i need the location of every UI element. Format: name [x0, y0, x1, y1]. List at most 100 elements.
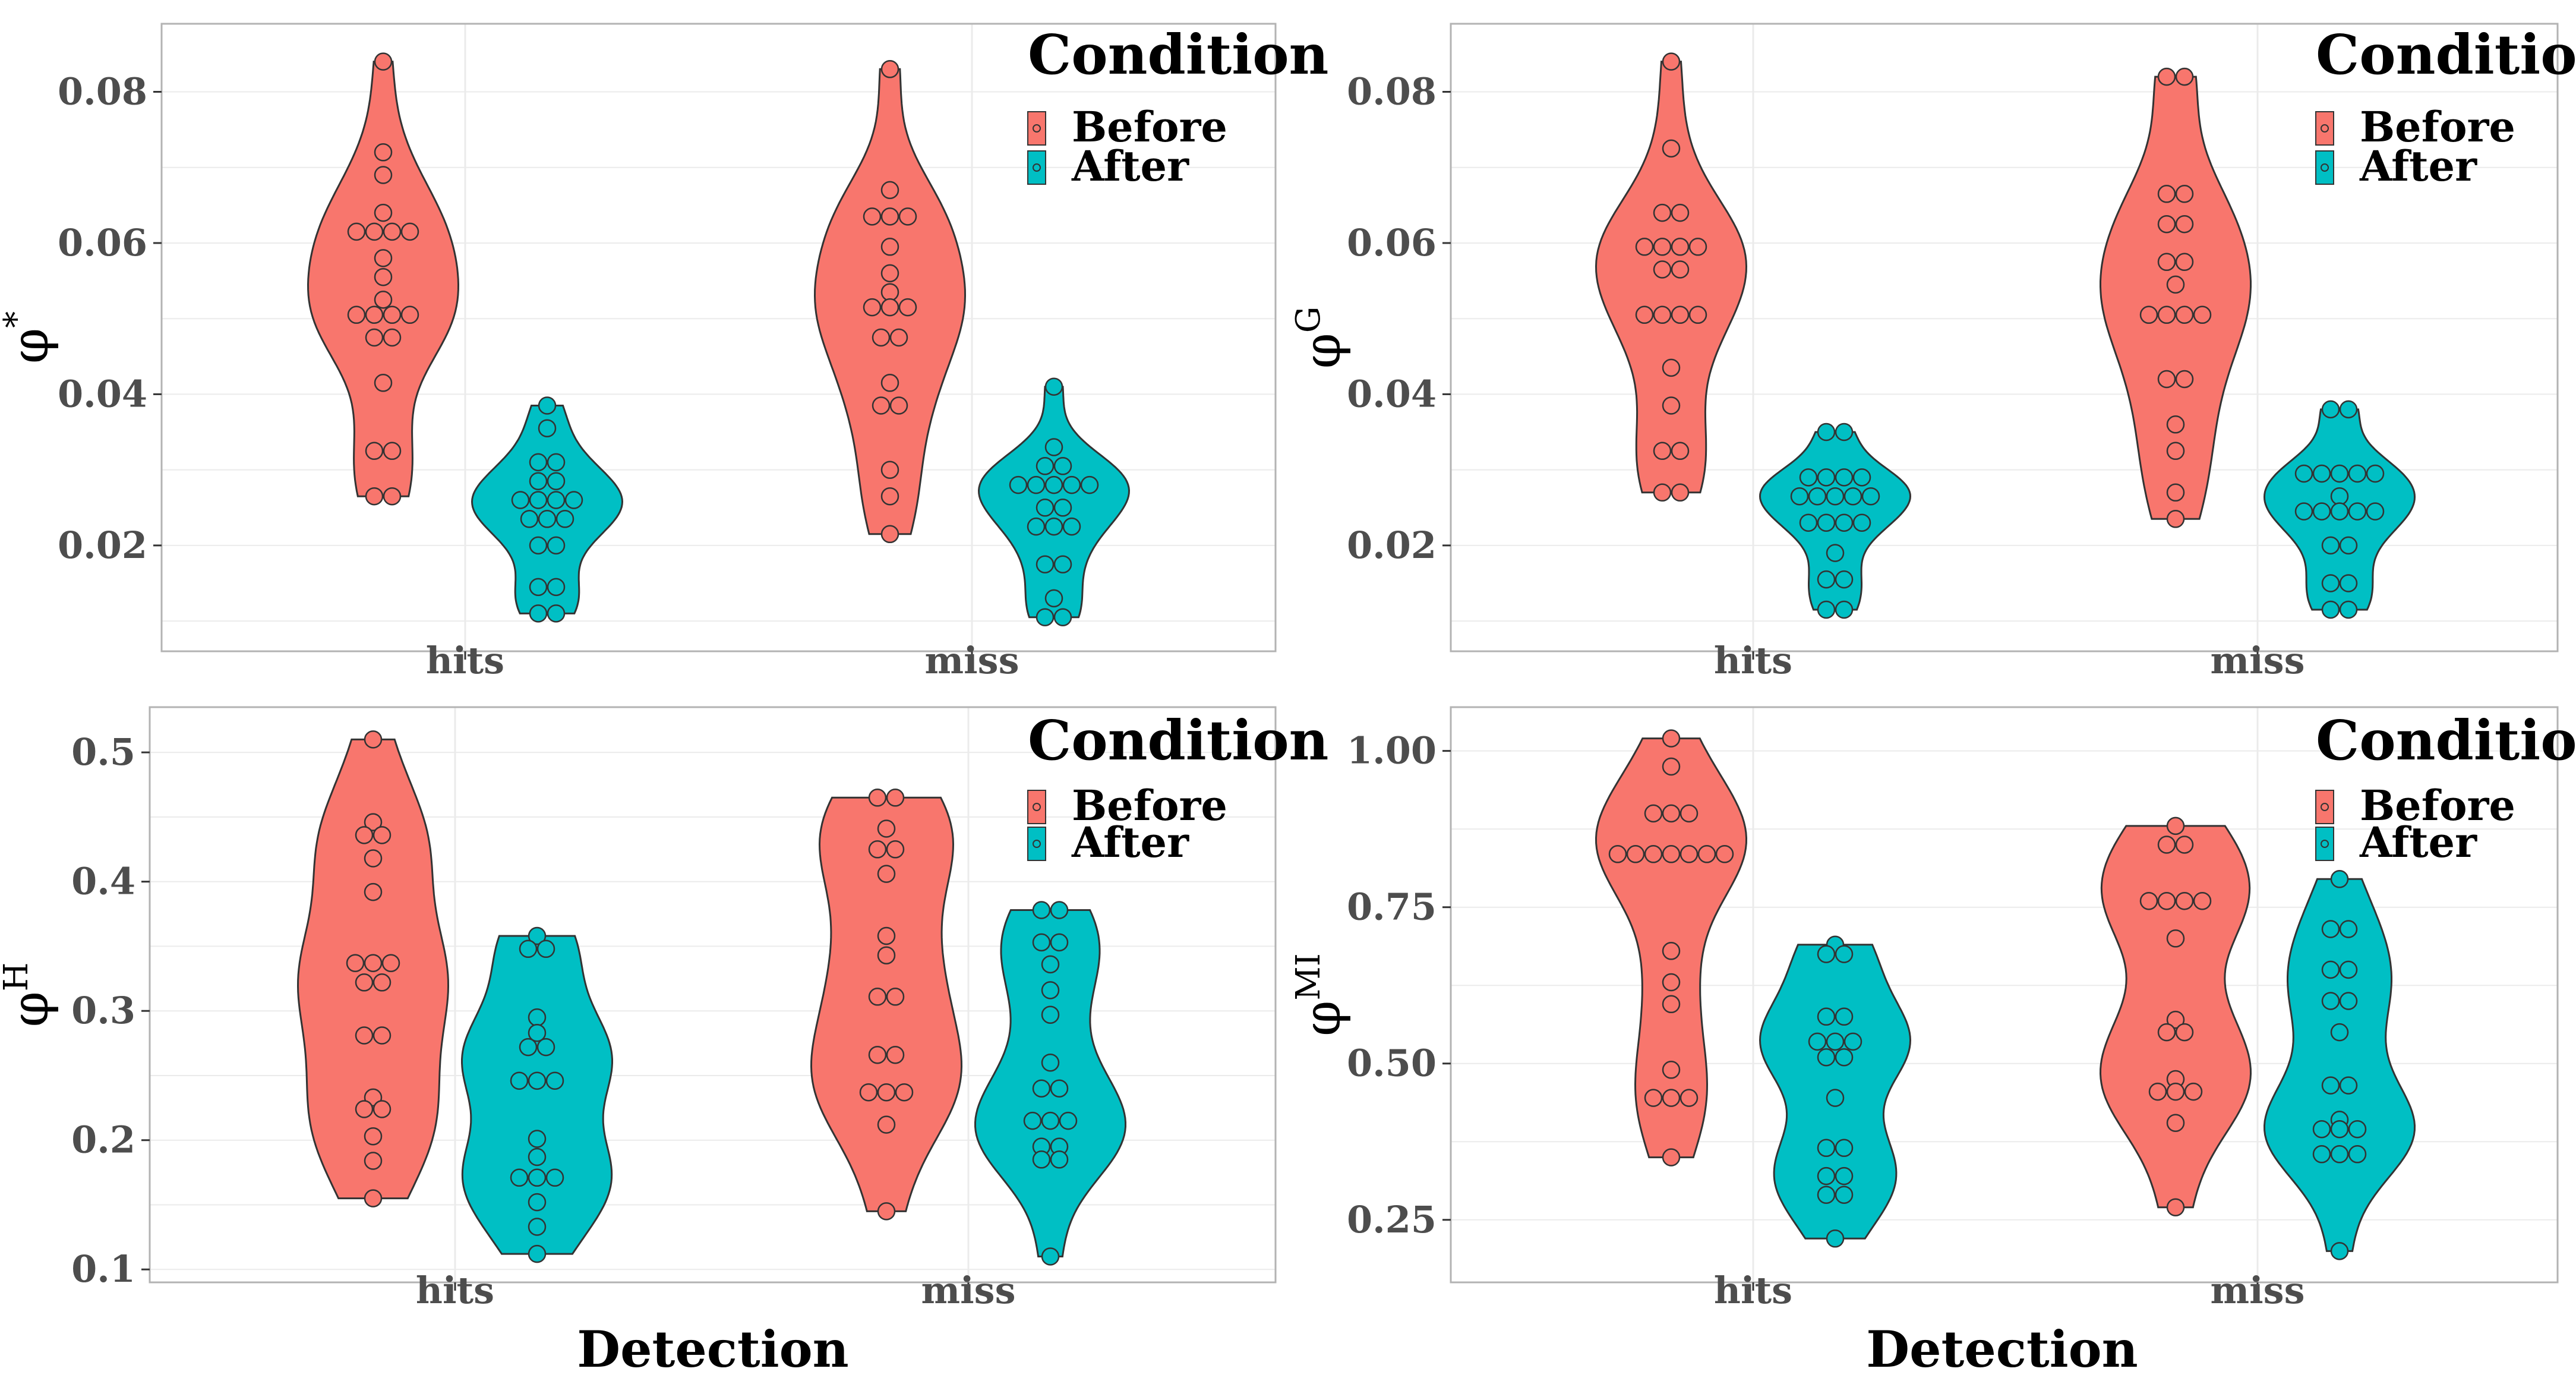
- data-point: [1653, 305, 1672, 324]
- y-tick-label: 0.1: [71, 1247, 135, 1291]
- data-point: [1826, 544, 1845, 562]
- legend-title: Condition: [1028, 23, 1328, 87]
- data-point: [886, 1045, 905, 1064]
- data-point: [880, 181, 899, 200]
- violin-before-hits: [1595, 61, 1748, 494]
- legend-title: Condition: [2316, 708, 2576, 773]
- data-point: [1826, 1032, 1845, 1051]
- data-point: [1688, 238, 1707, 256]
- x-tick-label-hits: hits: [1714, 1269, 1792, 1312]
- legend-swatch-dot: [2321, 803, 2329, 811]
- data-point: [1653, 442, 1672, 461]
- data-point: [2175, 370, 2194, 389]
- data-point: [1662, 1148, 1681, 1166]
- data-point: [547, 472, 566, 490]
- data-point: [1835, 600, 1854, 619]
- data-point: [1635, 238, 1654, 256]
- data-point: [880, 207, 899, 226]
- data-point: [519, 1038, 538, 1057]
- data-point: [1653, 238, 1672, 256]
- data-point: [1817, 513, 1836, 532]
- panel-4: 0.25 0.50 0.75 1.00 hits miss φMI Detection Cond…: [1289, 706, 2576, 1379]
- y-tick-label: 0.75: [1347, 885, 1437, 929]
- data-point: [889, 396, 908, 415]
- data-point: [1662, 845, 1681, 863]
- data-point: [1688, 305, 1707, 324]
- data-point: [1036, 457, 1055, 475]
- x-tick-label-hits: hits: [416, 1269, 494, 1312]
- data-point: [1032, 901, 1051, 919]
- data-point: [364, 813, 383, 831]
- data-point: [1671, 238, 1690, 256]
- data-point: [1644, 1089, 1663, 1107]
- violin-after-miss: [974, 909, 1126, 1257]
- x-tick-label-miss: miss: [921, 1269, 1016, 1312]
- data-point: [364, 1189, 383, 1207]
- panel-border: [1450, 706, 2559, 1284]
- y-tick-label: 1.00: [1347, 729, 1437, 773]
- violin-before-miss: [2100, 75, 2252, 520]
- data-point: [2321, 400, 2340, 419]
- data-point: [383, 442, 402, 461]
- data-point: [2348, 464, 2367, 483]
- data-point: [1032, 1150, 1051, 1169]
- data-point: [2348, 1120, 2367, 1139]
- data-point: [1680, 1089, 1699, 1107]
- y-tick-label: 0.08: [58, 70, 147, 113]
- data-point: [1036, 555, 1055, 573]
- data-point: [2321, 1076, 2340, 1095]
- violin-after-hits: [471, 405, 624, 614]
- data-point: [355, 1100, 374, 1118]
- data-point: [1817, 1166, 1836, 1185]
- data-point: [547, 453, 566, 472]
- data-point: [877, 1202, 896, 1221]
- data-point: [2339, 1076, 2358, 1095]
- panel-border: [1450, 23, 2559, 652]
- data-point: [1817, 468, 1836, 487]
- legend-label-after: After: [1071, 818, 1189, 867]
- data-point: [880, 525, 899, 544]
- data-point: [538, 510, 557, 528]
- data-point: [2175, 1023, 2194, 1042]
- data-point: [365, 305, 384, 324]
- data-point: [1697, 845, 1716, 863]
- legend-swatch-dot: [1033, 803, 1041, 811]
- data-point: [2139, 891, 2158, 910]
- y-tick-label: 0.3: [71, 989, 135, 1032]
- data-point: [1817, 1048, 1836, 1067]
- data-point: [880, 298, 899, 317]
- data-point: [1626, 845, 1645, 863]
- data-point: [2312, 1120, 2331, 1139]
- data-point: [528, 926, 547, 945]
- violin-before-miss: [810, 796, 963, 1212]
- legend-label-before: Before: [2360, 102, 2515, 152]
- data-point: [1062, 517, 1081, 536]
- y-axis-label: φ*: [0, 311, 60, 364]
- data-point: [1835, 945, 1854, 963]
- data-point: [2157, 215, 2176, 234]
- legend-swatch-dot: [2321, 840, 2329, 848]
- data-point: [2339, 992, 2358, 1010]
- data-point: [1053, 457, 1072, 475]
- data-point: [1843, 487, 1862, 506]
- data-point: [2139, 305, 2158, 324]
- data-point: [528, 1244, 547, 1263]
- data-point: [2193, 891, 2212, 910]
- data-point: [1044, 377, 1063, 396]
- data-point: [868, 840, 887, 859]
- data-point: [886, 988, 905, 1006]
- data-point: [877, 1115, 896, 1134]
- data-point: [2166, 1010, 2185, 1029]
- y-tick-label: 0.2: [71, 1118, 135, 1162]
- legend-title: Condition: [1028, 708, 1328, 773]
- data-point: [1817, 423, 1836, 442]
- data-point: [365, 328, 384, 347]
- panel-3: 0.1 0.2 0.3 0.4 0.5 hits miss φH Detection Condit…: [0, 706, 1328, 1379]
- data-point: [1662, 942, 1681, 960]
- data-point: [529, 604, 548, 623]
- data-point: [528, 1168, 547, 1187]
- x-tick-label-hits: hits: [1714, 639, 1792, 682]
- data-point: [1044, 517, 1063, 536]
- data-point: [1059, 1111, 1078, 1130]
- data-point: [2175, 305, 2194, 324]
